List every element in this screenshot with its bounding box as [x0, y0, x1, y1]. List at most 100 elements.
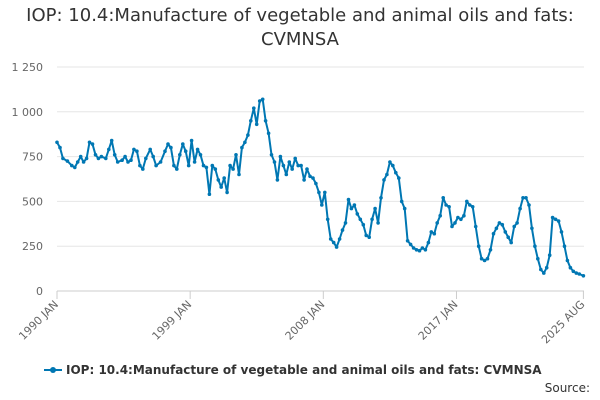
data-point: [408, 242, 413, 247]
data-point: [533, 244, 537, 248]
data-point: [93, 153, 98, 157]
data-point: [172, 163, 176, 168]
data-point: [402, 206, 407, 211]
data-point: [512, 224, 516, 229]
data-point: [195, 147, 200, 152]
data-point: [488, 248, 493, 252]
data-point: [465, 199, 469, 204]
data-point: [323, 190, 327, 195]
data-point: [571, 269, 576, 274]
data-point: [435, 221, 440, 225]
data-point: [249, 119, 253, 123]
y-tick-label: 0: [36, 285, 43, 298]
data-point: [123, 154, 127, 159]
data-point: [296, 163, 301, 168]
data-point: [151, 154, 155, 159]
data-point: [166, 142, 170, 146]
data-point: [61, 156, 65, 161]
data-point: [325, 217, 330, 222]
data-point: [81, 160, 86, 164]
data-point: [169, 145, 173, 150]
data-point: [497, 221, 502, 225]
data-point: [459, 217, 463, 222]
data-point: [144, 156, 148, 161]
data-point: [287, 160, 292, 164]
data-point: [311, 176, 315, 180]
data-point: [260, 97, 265, 102]
data-point: [373, 206, 377, 211]
legend[interactable]: IOP: 10.4:Manufacture of vegetable and a…: [44, 363, 542, 377]
data-point: [204, 165, 209, 170]
data-point: [254, 122, 259, 127]
data-point: [331, 240, 336, 245]
legend-line-marker-icon: [44, 365, 62, 375]
data-point: [506, 235, 511, 239]
x-tick-label: 1999 JAN: [150, 298, 195, 343]
data-point: [565, 258, 570, 263]
data-point: [432, 231, 437, 236]
data-point: [231, 167, 235, 171]
data-point: [385, 172, 389, 177]
data-point: [450, 224, 454, 229]
data-point: [84, 156, 89, 161]
data-point: [181, 142, 185, 146]
data-point: [207, 192, 212, 196]
data-point: [453, 221, 457, 225]
data-point: [201, 163, 206, 168]
data-point: [352, 203, 357, 207]
data-point: [500, 222, 505, 227]
data-point: [405, 239, 410, 243]
data-point: [423, 248, 428, 252]
data-point: [358, 217, 363, 222]
data-point: [320, 203, 324, 207]
data-point: [183, 149, 188, 153]
data-point: [391, 163, 395, 168]
data-point: [494, 226, 499, 231]
data-point: [243, 140, 247, 145]
data-point: [141, 167, 145, 171]
data-point: [158, 160, 163, 164]
data-point: [426, 240, 431, 245]
data-point: [132, 147, 136, 152]
data-point: [266, 131, 271, 136]
data-point: [90, 142, 95, 146]
data-point: [343, 221, 348, 225]
data-point: [308, 174, 312, 179]
data-point: [109, 138, 114, 143]
data-point: [99, 154, 104, 159]
data-point: [263, 119, 268, 123]
data-point: [521, 196, 525, 200]
data-point: [104, 156, 108, 161]
data-point: [559, 230, 564, 234]
data-point: [314, 181, 318, 186]
series-line: [56, 98, 585, 277]
data-point: [337, 237, 342, 241]
source-label[interactable]: Source:: [544, 381, 590, 395]
data-point: [346, 197, 351, 202]
data-point: [107, 147, 111, 152]
data-point: [382, 178, 386, 182]
data-point: [305, 167, 309, 171]
data-point: [518, 206, 522, 211]
data-point: [509, 240, 513, 245]
chart-title-line-2: CVMNSA: [261, 29, 339, 50]
data-point: [542, 271, 546, 275]
data-point: [553, 217, 558, 222]
data-point: [269, 153, 274, 157]
data-point: [192, 160, 197, 164]
data-point: [447, 205, 451, 209]
data-point: [562, 244, 567, 248]
data-point: [55, 140, 59, 145]
data-point: [163, 149, 167, 153]
data-point: [198, 153, 203, 157]
data-point: [411, 246, 416, 250]
data-point: [112, 153, 117, 157]
data-point: [213, 167, 218, 171]
data-point: [441, 196, 446, 200]
data-point: [210, 163, 215, 168]
data-point: [73, 165, 77, 170]
data-point: [87, 140, 92, 145]
data-point: [293, 156, 298, 161]
data-point: [397, 176, 401, 180]
